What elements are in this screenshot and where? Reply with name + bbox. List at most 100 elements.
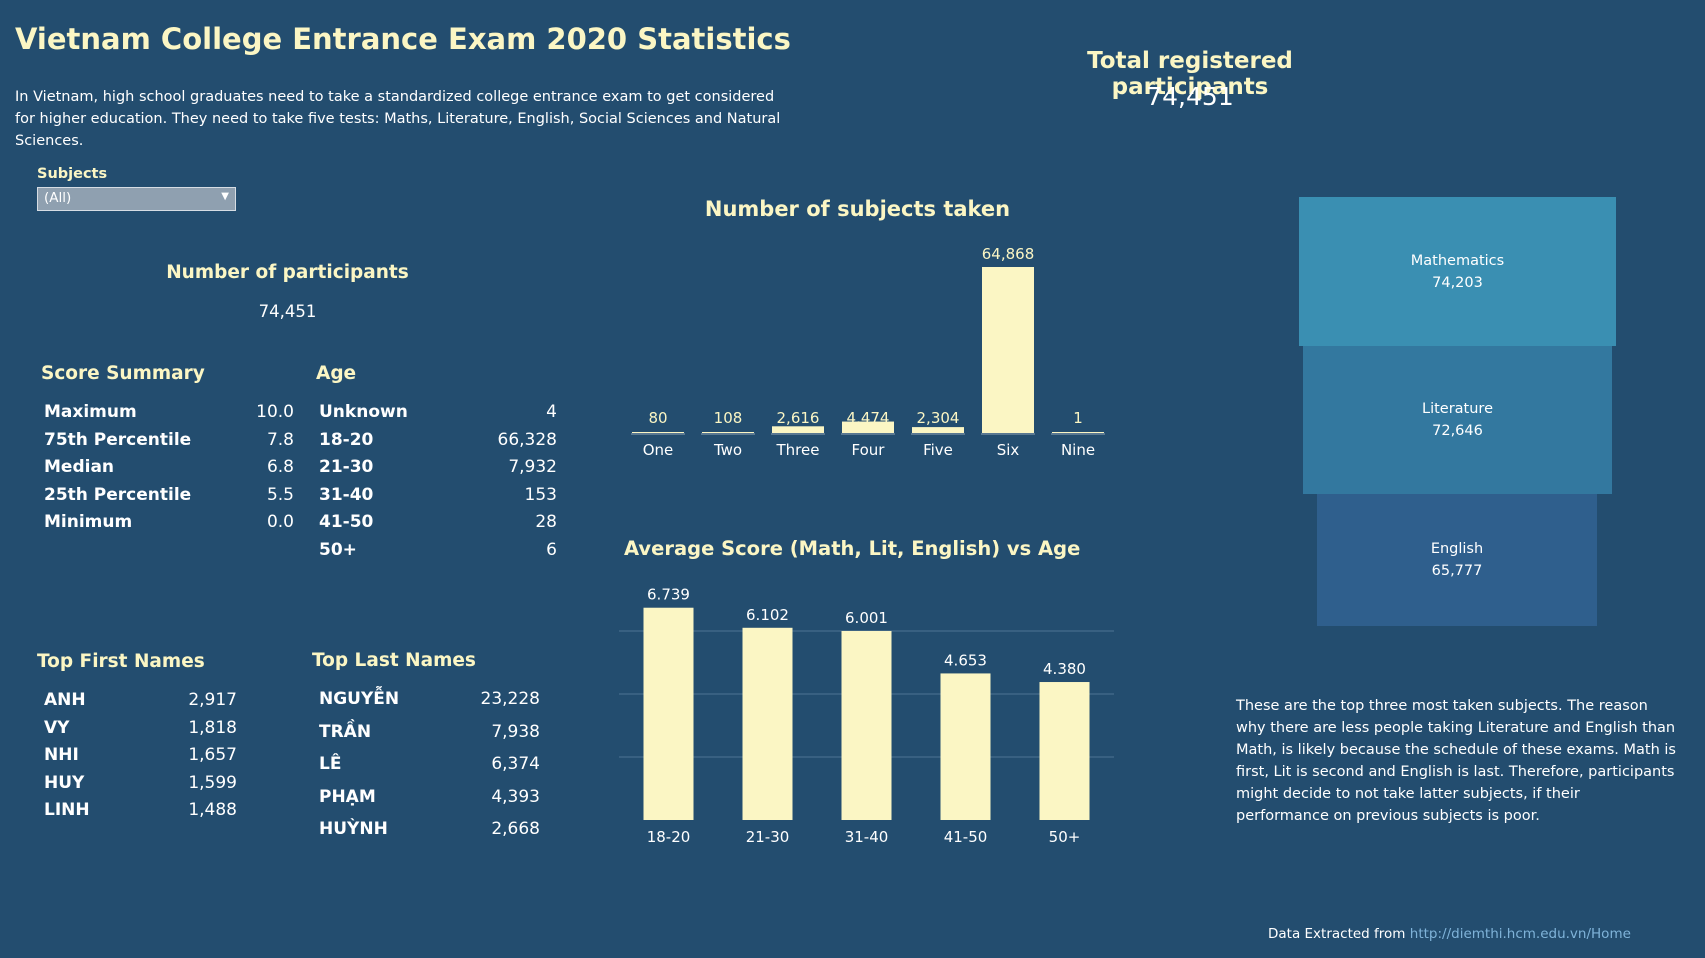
row-label: Unknown — [319, 402, 408, 422]
bar-two[interactable] — [702, 432, 754, 433]
funnel-label: Mathematics — [1410, 252, 1505, 269]
row-label: Minimum — [44, 512, 133, 532]
bar-age-41-50[interactable] — [940, 673, 991, 820]
x-tick-label: One — [643, 441, 674, 459]
row-value: 1,488 — [188, 800, 237, 820]
row-value: 1,657 — [188, 745, 237, 765]
table-row: LÊ 6,374 — [319, 754, 540, 787]
subjects-filter-dropdown[interactable]: (All) ▼ — [37, 187, 236, 211]
avg-score-chart: 6.739 18-20 6.102 21-30 6.001 31-40 4.653 41-50… — [619, 586, 1114, 846]
row-label: HUY — [44, 772, 85, 793]
row-value: 7,932 — [508, 457, 557, 477]
data-source-prefix: Data Extracted from — [1268, 926, 1406, 942]
table-row: HUY 1,599 — [44, 773, 237, 801]
funnel-label: English — [1430, 541, 1484, 557]
row-label: 50+ — [319, 539, 357, 560]
row-label: Maximum — [44, 402, 137, 422]
funnel-value: 74,203 — [1432, 274, 1483, 291]
bar-nine[interactable] — [1052, 432, 1104, 433]
row-value: 153 — [524, 484, 557, 505]
x-tick-label: Six — [997, 441, 1020, 459]
table-row: PHẠM 4,393 — [319, 787, 540, 820]
total-participants-title: Total registered participants — [1087, 48, 1293, 100]
row-value: 5.5 — [266, 484, 294, 505]
row-value: 6,374 — [491, 754, 540, 774]
bar-age-31-40[interactable] — [841, 630, 892, 820]
x-tick-label: 41-50 — [944, 828, 988, 846]
last-names-table: NGUYỄN 23,228 TRẦN 7,938 LÊ 6,374 PHẠM 4,393… — [319, 689, 540, 852]
data-label: 2,616 — [777, 409, 820, 427]
row-label: NHI — [44, 745, 79, 765]
funnel-block-english[interactable]: English 65,777 — [1317, 494, 1597, 626]
row-value: 0.0 — [266, 512, 294, 532]
score-summary-table: Maximum 10.0 75th Percentile 7.8 Median 6.8… — [44, 402, 294, 540]
x-tick-label: Nine — [1061, 441, 1095, 459]
table-row: 41-50 28 — [319, 512, 557, 540]
table-row: Maximum 10.0 — [44, 402, 294, 430]
funnel-note: These are the top three most taken subje… — [1236, 698, 1676, 824]
bar-six[interactable] — [982, 267, 1034, 433]
table-row: 50+ 6 — [319, 540, 557, 568]
row-value: 28 — [535, 512, 557, 532]
table-row: NGUYỄN 23,228 — [319, 689, 540, 722]
subjects-filter-label: Subjects — [37, 166, 108, 182]
x-tick-label: Four — [852, 441, 886, 459]
first-names-title: Top First Names — [37, 651, 205, 672]
table-row: 25th Percentile 5.5 — [44, 485, 294, 513]
row-value: 6 — [546, 539, 557, 560]
first-names-table: ANH 2,917 VY 1,818 NHI 1,657 HUY 1,599 LINH 1… — [44, 690, 237, 828]
data-label: 2,304 — [917, 409, 960, 427]
table-row: Minimum 0.0 — [44, 512, 294, 540]
data-label: 64,868 — [982, 245, 1035, 263]
data-label: 4.653 — [944, 651, 987, 669]
participants-title: Number of participants — [166, 262, 409, 283]
funnel-label: Literature — [1422, 401, 1493, 417]
data-label: 108 — [714, 409, 743, 427]
x-tick-label: Two — [713, 441, 742, 459]
data-label: 6.739 — [647, 586, 690, 604]
row-label: 21-30 — [319, 457, 374, 477]
table-row: Median 6.8 — [44, 457, 294, 485]
x-tick-label: 50+ — [1049, 828, 1081, 846]
x-tick-label: Five — [923, 441, 953, 459]
bar-age-50+[interactable] — [1039, 682, 1090, 820]
funnel-value: 72,646 — [1432, 423, 1483, 439]
row-label: 25th Percentile — [44, 484, 192, 505]
row-label: 18-20 — [319, 429, 374, 450]
age-title: Age — [316, 363, 357, 384]
score-summary-title: Score Summary — [41, 363, 205, 384]
row-value: 10.0 — [256, 402, 294, 422]
chevron-down-icon: ▼ — [221, 191, 229, 202]
table-row: 21-30 7,932 — [319, 457, 557, 485]
bar-five[interactable] — [912, 427, 964, 433]
table-row: VY 1,818 — [44, 718, 237, 746]
x-tick-label: Three — [776, 441, 820, 459]
row-label: 41-50 — [319, 512, 374, 532]
row-value: 4 — [546, 402, 557, 422]
bar-age-21-30[interactable] — [742, 627, 793, 820]
age-table: Unknown 4 18-20 66,328 21-30 7,932 31-40 153… — [319, 402, 557, 567]
row-label: NGUYỄN — [319, 689, 400, 709]
subjects-filter-value: (All) — [44, 190, 72, 206]
row-value: 6.8 — [266, 457, 294, 477]
row-label: TRẦN — [319, 721, 372, 742]
x-tick-label: 18-20 — [647, 828, 691, 846]
table-row: LINH 1,488 — [44, 800, 237, 828]
table-row: HUỲNH 2,668 — [319, 819, 540, 852]
participants-value: 74,451 — [258, 302, 317, 321]
funnel-block-mathematics[interactable]: Mathematics 74,203 — [1299, 197, 1616, 346]
bar-age-18-20[interactable] — [643, 607, 694, 820]
data-source: Data Extracted from http://diemthi.hcm.e… — [1268, 926, 1631, 942]
bar-three[interactable] — [772, 426, 824, 433]
bar-four[interactable] — [842, 421, 894, 433]
data-source-link[interactable]: http://diemthi.hcm.edu.vn/Home — [1409, 926, 1631, 942]
row-value: 2,917 — [188, 690, 237, 710]
table-row: NHI 1,657 — [44, 745, 237, 773]
subjects-taken-chart: 80 One 108 Two 2,616 Three 4,474 Four 2,304 Five 6… — [631, 245, 1105, 459]
row-label: LINH — [44, 800, 90, 820]
table-row: 31-40 153 — [319, 485, 557, 513]
row-label: Median — [44, 457, 115, 477]
bar-one[interactable] — [632, 432, 684, 433]
funnel-block-literature[interactable]: Literature 72,646 — [1303, 346, 1612, 494]
total-participants-value: 74,451 — [1146, 82, 1234, 111]
